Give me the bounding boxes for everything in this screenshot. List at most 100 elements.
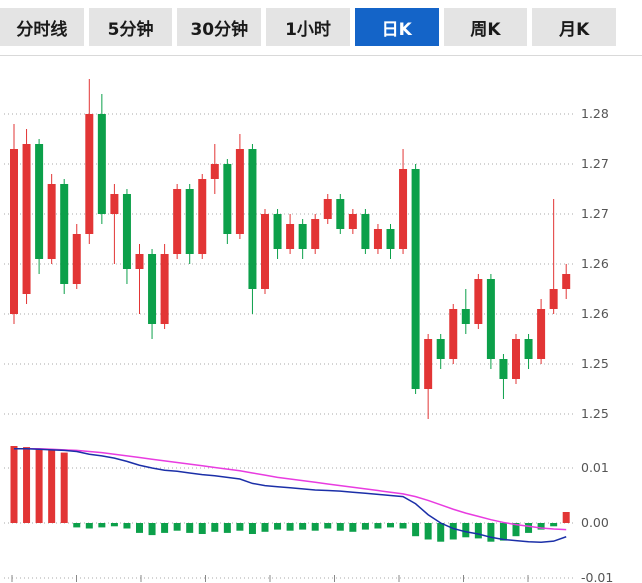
macd-hist-bar [499, 523, 507, 541]
macd-hist-bar [10, 446, 18, 523]
candle-body [135, 254, 144, 269]
price-axis-label: 1.26 [581, 256, 609, 271]
candle-body [22, 144, 31, 294]
macd-hist-bar [449, 523, 457, 540]
candle-body [562, 274, 571, 289]
macd-hist-bar [274, 523, 282, 530]
candle-body [223, 164, 232, 234]
macd-hist-bar [110, 523, 118, 527]
candle-body [399, 169, 408, 249]
macd-axis-label: -0.01 [581, 570, 613, 583]
candle-body [549, 289, 558, 309]
tab-5min[interactable]: 5分钟 [88, 8, 173, 46]
tab-monthly-k[interactable]: 月K [532, 8, 617, 46]
price-axis-label: 1.26 [581, 306, 609, 321]
macd-dif-line [14, 448, 567, 544]
tab-30min[interactable]: 30分钟 [177, 8, 262, 46]
macd-hist-bar [361, 523, 369, 530]
candle-body [235, 149, 244, 234]
macd-hist-bar [211, 523, 219, 532]
price-axis-label: 1.25 [581, 356, 609, 371]
candle-body [110, 194, 119, 214]
macd-hist-bar [474, 523, 482, 539]
candle-body [198, 179, 207, 254]
macd-hist-bar [299, 523, 307, 530]
macd-dea-line [14, 448, 567, 531]
tab-1hour[interactable]: 1小时 [266, 8, 350, 46]
candle-body [336, 199, 345, 229]
macd-hist-bar [173, 523, 181, 531]
candle-body [261, 214, 269, 289]
price-axis-label: 1.25 [581, 406, 609, 421]
macd-hist-bar [324, 523, 332, 529]
price-axis-label: 1.27 [581, 206, 609, 221]
macd-hist-bar [223, 523, 231, 533]
price-axis-label: 1.28 [581, 106, 609, 121]
candle-body [537, 309, 546, 359]
candle-body [210, 164, 219, 179]
macd-hist-bar [525, 523, 533, 533]
macd-hist-bar [562, 512, 570, 523]
macd-hist-bar [136, 523, 143, 533]
chart-area[interactable]: 1.28 1.27 1.27 1.26 1.26 1.25 1.25 0.01 0.00 -0.0… [0, 56, 642, 583]
macd-axis-label: 0.01 [581, 460, 609, 475]
macd-hist-bar [424, 523, 432, 540]
macd-hist-bar [311, 523, 319, 531]
candle-body [436, 339, 445, 359]
macd-hist-bar [512, 523, 520, 537]
macd-hist-bar [487, 523, 495, 542]
timeframe-tabbar: 分时线 5分钟 30分钟 1小时 日K 周K 月K [0, 0, 642, 56]
macd-hist-bar [374, 523, 382, 529]
candle-body [424, 339, 433, 389]
macd-hist-bar [198, 523, 206, 534]
candle-body [148, 254, 157, 324]
candle-body [248, 149, 257, 289]
candle-body [474, 279, 483, 324]
macd-hist-bar [85, 523, 93, 529]
candle-body [298, 224, 307, 249]
price-axis-label: 1.27 [581, 156, 609, 171]
macd-hist-bar [412, 523, 420, 537]
macd-hist-bar [336, 523, 344, 531]
tab-daily-k[interactable]: 日K [354, 8, 439, 46]
macd-axis-label: 0.00 [581, 515, 609, 530]
macd-hist-bar [148, 523, 156, 536]
candle-body [286, 224, 295, 249]
candle-body [499, 359, 508, 379]
macd-hist-bar [399, 523, 407, 529]
candle-body [449, 309, 458, 359]
candle-body [173, 189, 182, 254]
macd-hist-bar [286, 523, 294, 531]
candle-body [486, 279, 495, 359]
macd-hist-bar [60, 452, 68, 523]
candle-body [10, 149, 18, 314]
candle-body [60, 184, 69, 284]
candle-body [386, 229, 395, 249]
macd-hist-bar [248, 523, 256, 534]
candle-body [35, 144, 44, 259]
macd-hist-bar [48, 450, 56, 523]
candle-body [72, 234, 81, 284]
candlestick-macd-chart[interactable]: 1.28 1.27 1.27 1.26 1.26 1.25 1.25 0.01 0.00 -0.0… [0, 56, 642, 583]
macd-hist-bar [349, 523, 357, 532]
candle-body [361, 214, 370, 249]
candle-body [411, 169, 420, 389]
tab-time-line[interactable]: 分时线 [0, 8, 84, 46]
candle-body [323, 199, 332, 219]
macd-hist-bar [23, 447, 31, 523]
macd-hist-bar [387, 523, 394, 528]
candle-body [373, 229, 382, 249]
macd-hist-bar [550, 523, 558, 527]
macd-hist-bar [123, 523, 131, 529]
candle-body [273, 214, 282, 249]
candle-body [85, 114, 94, 234]
candle-body [524, 339, 533, 359]
macd-hist-bar [537, 523, 545, 530]
macd-hist-bar [73, 523, 81, 528]
macd-hist-bar [261, 523, 269, 532]
tab-weekly-k[interactable]: 周K [443, 8, 528, 46]
candle-body [311, 219, 320, 249]
macd-hist-bar [462, 523, 470, 538]
macd-hist-bar [161, 523, 169, 533]
candle-body [512, 339, 520, 379]
